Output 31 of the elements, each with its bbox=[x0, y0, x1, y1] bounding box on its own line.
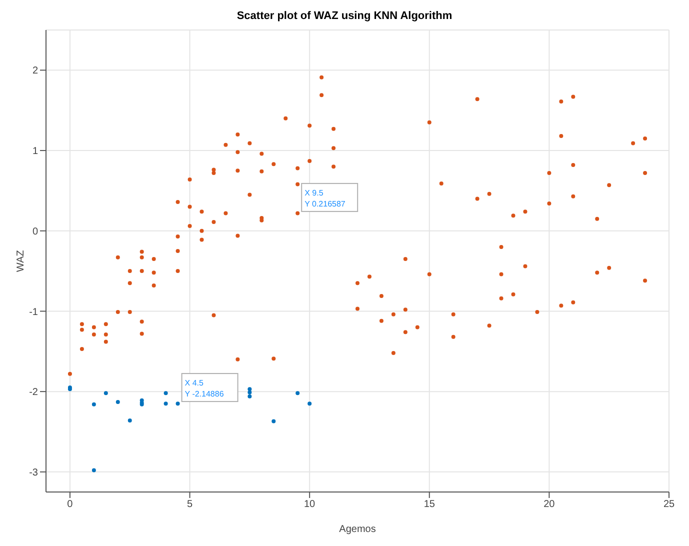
annotation: X 9.5 Y 0.216587 bbox=[304, 188, 346, 208]
x-tick-label: 5 bbox=[186, 499, 193, 510]
y-tick-label: 0 bbox=[32, 226, 38, 238]
y-tick-label: -2 bbox=[29, 387, 38, 398]
chart-title: Scatter plot of WAZ using KNN Algorithm bbox=[236, 9, 454, 24]
point bbox=[176, 402, 180, 406]
point bbox=[308, 402, 312, 406]
point bbox=[104, 391, 108, 396]
point bbox=[116, 400, 120, 404]
x-tick-label: 10 bbox=[304, 499, 316, 510]
point bbox=[164, 391, 168, 396]
annotation: X 4.5 Y -2.14886 bbox=[184, 378, 224, 399]
point bbox=[92, 402, 96, 406]
point bbox=[164, 402, 168, 406]
x-axis-title: Agemos bbox=[339, 524, 376, 535]
point bbox=[248, 390, 252, 394]
y-tick-label: -3 bbox=[29, 467, 38, 478]
point bbox=[248, 394, 252, 398]
x-tick-label: 0 bbox=[67, 499, 74, 510]
x-tick-label: 25 bbox=[663, 499, 675, 510]
y-tick-label: 1 bbox=[32, 146, 38, 158]
y-tick-label: -1 bbox=[29, 306, 38, 318]
x-tick-label: 15 bbox=[424, 499, 436, 510]
point bbox=[128, 418, 132, 422]
point bbox=[248, 387, 252, 392]
y-tick-label: 2 bbox=[32, 66, 38, 77]
point bbox=[92, 468, 96, 472]
point bbox=[272, 419, 276, 424]
x-tick-label: 20 bbox=[544, 499, 556, 510]
y-axis-title: WAZ bbox=[16, 250, 27, 272]
point bbox=[296, 391, 300, 396]
